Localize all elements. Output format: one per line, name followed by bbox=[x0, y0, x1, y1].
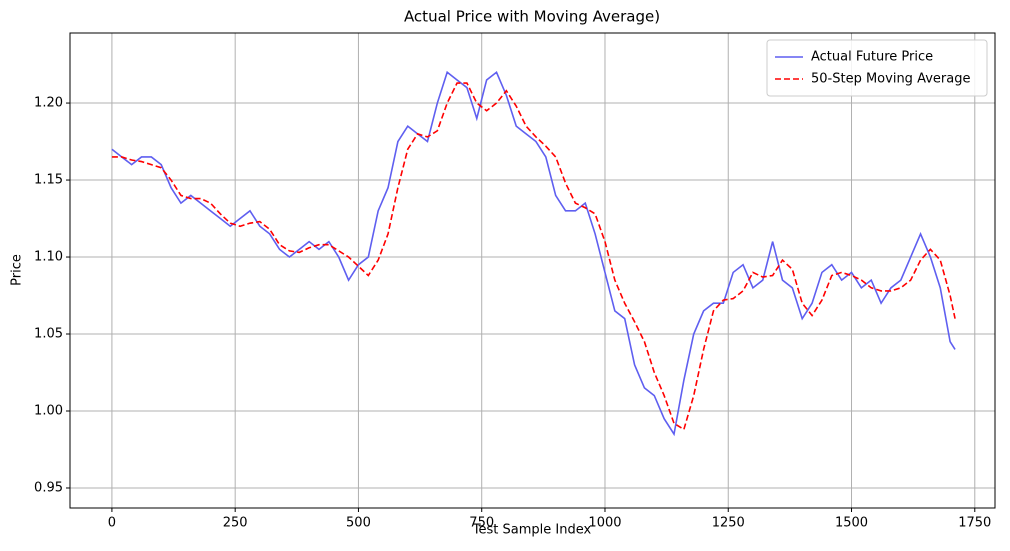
y-tick-label: 1.15 bbox=[34, 173, 63, 188]
y-tick-label: 1.00 bbox=[34, 403, 63, 418]
x-tick-label: 1250 bbox=[712, 516, 745, 531]
legend-box bbox=[766, 39, 988, 97]
x-tick-label: 1000 bbox=[588, 516, 621, 531]
y-tick-label: 0.95 bbox=[34, 480, 63, 495]
series-line bbox=[111, 70, 956, 437]
legend-label: 50-Step Moving Average bbox=[811, 72, 970, 87]
x-tick-label: 250 bbox=[223, 516, 248, 531]
y-tick-label: 1.10 bbox=[34, 250, 63, 265]
y-tick-label: 1.05 bbox=[34, 327, 63, 342]
x-tick-label: 1500 bbox=[835, 516, 868, 531]
x-tick-label: 0 bbox=[108, 516, 116, 531]
plot-frame bbox=[69, 32, 996, 509]
x-tick-label: 750 bbox=[469, 516, 494, 531]
chart-title: Actual Price with Moving Average) bbox=[404, 8, 660, 26]
series-line bbox=[111, 82, 956, 431]
y-tick-label: 1.20 bbox=[34, 96, 63, 111]
x-axis-label: Test Sample Index bbox=[472, 523, 592, 538]
legend-label: Actual Future Price bbox=[811, 50, 933, 65]
x-tick-label: 500 bbox=[346, 516, 371, 531]
x-tick-label: 1750 bbox=[958, 516, 991, 531]
y-axis-label: Price bbox=[10, 254, 25, 286]
